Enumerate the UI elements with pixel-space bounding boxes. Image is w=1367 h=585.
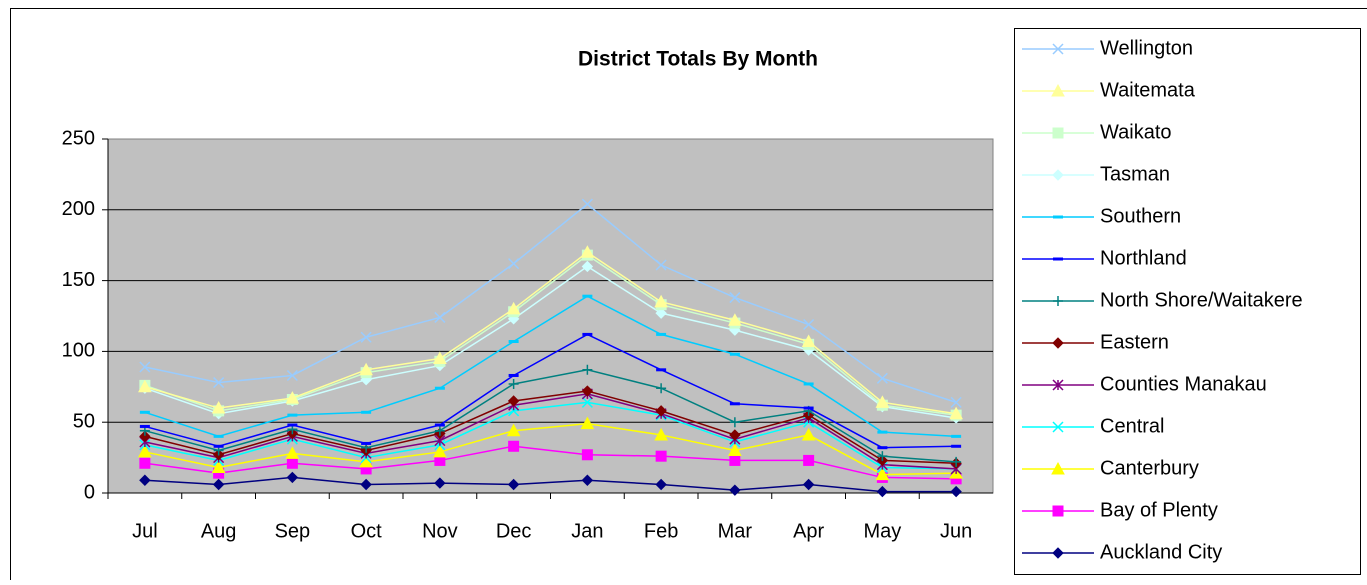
x-tick-label: Dec xyxy=(496,520,532,542)
y-tick-label: 50 xyxy=(73,410,95,432)
x-tick-label: Sep xyxy=(275,520,311,542)
legend-label: Waitemata xyxy=(1100,79,1196,101)
legend-label: Waikato xyxy=(1100,121,1172,143)
legend-label: Canterbury xyxy=(1100,457,1199,479)
marker xyxy=(1053,506,1063,516)
y-tick-label: 0 xyxy=(84,481,95,503)
marker xyxy=(730,455,740,465)
marker xyxy=(509,441,519,451)
marker xyxy=(804,455,814,465)
legend-label: Eastern xyxy=(1100,331,1169,353)
x-tick-label: Jan xyxy=(571,520,603,542)
y-tick-label: 250 xyxy=(62,127,95,149)
legend-label: North Shore/Waitakere xyxy=(1100,289,1303,311)
legend-label: Wellington xyxy=(1100,37,1193,59)
x-tick-label: Aug xyxy=(201,520,237,542)
legend-label: Southern xyxy=(1100,205,1181,227)
legend-label: Bay of Plenty xyxy=(1100,499,1218,521)
x-tick-label: May xyxy=(863,520,901,542)
legend-label: Auckland City xyxy=(1100,541,1222,563)
chart-title: District Totals By Month xyxy=(578,48,818,71)
x-tick-label: Feb xyxy=(644,520,678,542)
legend-label: Northland xyxy=(1100,247,1187,269)
marker xyxy=(1053,128,1063,138)
x-tick-label: Jul xyxy=(132,520,158,542)
marker xyxy=(140,458,150,468)
legend-label: Central xyxy=(1100,415,1164,437)
y-tick-label: 200 xyxy=(62,198,95,220)
x-tick-label: Jun xyxy=(940,520,972,542)
y-tick-label: 150 xyxy=(62,269,95,291)
marker xyxy=(656,451,666,461)
x-tick-label: Apr xyxy=(793,520,824,542)
legend-label: Counties Manakau xyxy=(1100,373,1267,395)
marker xyxy=(287,458,297,468)
x-tick-label: Mar xyxy=(718,520,753,542)
x-tick-label: Oct xyxy=(351,520,383,542)
marker xyxy=(582,450,592,460)
y-tick-label: 100 xyxy=(62,340,95,362)
x-tick-label: Nov xyxy=(422,520,458,542)
legend-label: Tasman xyxy=(1100,163,1170,185)
